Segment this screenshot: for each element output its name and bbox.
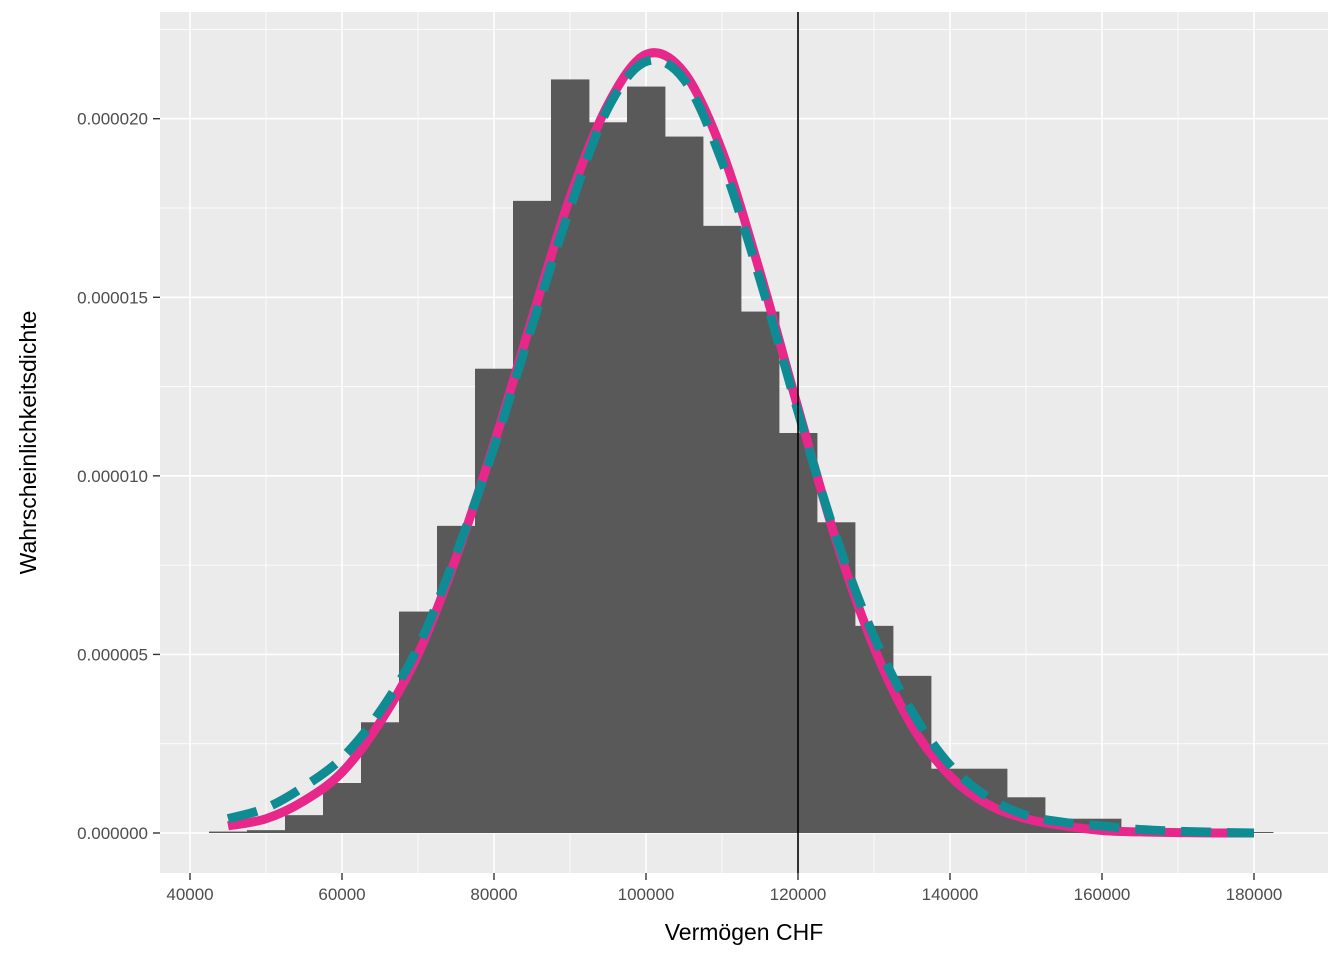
x-tick-label: 120000 (770, 885, 827, 904)
histogram-bar (247, 830, 286, 833)
x-tick-label: 60000 (318, 885, 365, 904)
histogram-bar (855, 625, 894, 833)
density-curve-dashed (226, 55, 1255, 838)
histogram-bar (665, 136, 704, 834)
x-axis: 40000 60000 80000 100000 120000 140000 160000 1… (166, 873, 1282, 904)
y-tick-label: 0.000010 (77, 467, 148, 486)
y-tick-label: 0.000015 (77, 288, 148, 307)
x-tick-label: 180000 (1226, 885, 1283, 904)
histogram-bar (513, 200, 552, 833)
histogram-bar (703, 225, 742, 833)
x-tick-label: 160000 (1074, 885, 1131, 904)
histogram-bar (627, 86, 666, 834)
y-tick-label: 0.000000 (77, 824, 148, 843)
histogram-bar (209, 831, 248, 833)
density-curves (226, 48, 1255, 838)
x-tick-label: 100000 (618, 885, 675, 904)
histogram-bar (1235, 832, 1274, 833)
histogram-bar (437, 525, 476, 833)
x-tick-label: 140000 (922, 885, 979, 904)
y-axis-title: Wahrscheinlichkeitsdichte (15, 311, 41, 575)
x-axis-title: Vermögen CHF (665, 919, 824, 945)
histogram-bar (323, 783, 362, 833)
histogram-bar (589, 122, 628, 834)
y-axis: 0.000000 0.000005 0.000010 0.000015 0.000020 (77, 110, 160, 843)
histogram-bar (285, 815, 324, 833)
x-tick-label: 80000 (470, 885, 517, 904)
histogram-bar (741, 311, 780, 834)
y-tick-label: 0.000020 (77, 110, 148, 129)
x-tick-label: 40000 (166, 885, 213, 904)
y-tick-label: 0.000005 (77, 645, 148, 664)
